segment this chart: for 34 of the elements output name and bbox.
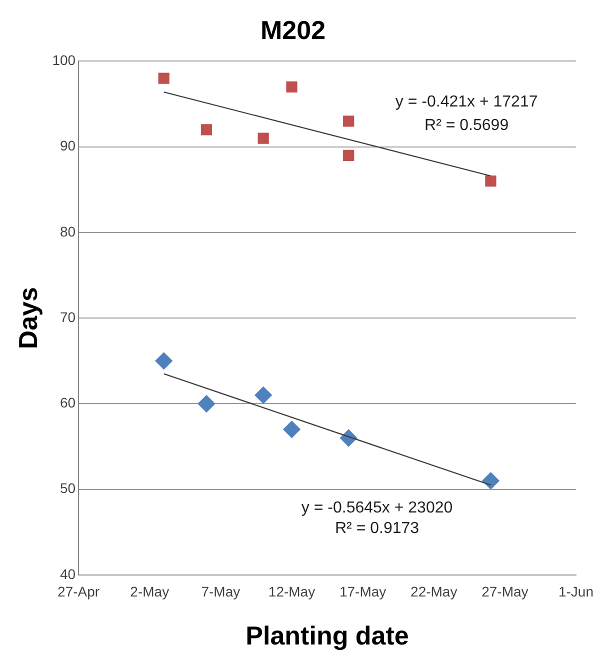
x-tick-label: 12-May — [268, 583, 316, 600]
x-tick-label: 22-May — [410, 583, 458, 600]
point — [283, 420, 300, 438]
point — [343, 116, 354, 127]
point — [198, 395, 216, 412]
annotation: y = -0.421x + 17217 — [395, 94, 538, 111]
y-tick-label: 80 — [60, 223, 76, 240]
point — [343, 150, 354, 161]
x-tick-label: 7-May — [201, 583, 240, 600]
x-tick-label: 17-May — [339, 583, 386, 600]
x-tick-label: 27-May — [482, 583, 528, 600]
annotation: y = -0.5645x + 23020 — [301, 500, 453, 517]
chart-title: M202 — [260, 14, 326, 45]
annotation: R² = 0.9173 — [334, 520, 420, 538]
point — [286, 81, 298, 92]
point — [485, 176, 496, 187]
point — [258, 132, 269, 144]
point — [158, 72, 170, 84]
x-tick-label: 1-Jun — [558, 583, 594, 600]
y-tick-label: 40 — [60, 566, 76, 582]
annotation: R² = 0.5699 — [424, 116, 509, 134]
y-tick-label: 100 — [52, 52, 76, 68]
y-tick-label: 50 — [60, 480, 76, 496]
y-tick-label: 70 — [60, 308, 76, 325]
y-tick-label: 90 — [60, 138, 76, 154]
x-axis-title: Planting date — [246, 620, 409, 651]
x-tick-label: 2-May — [130, 583, 170, 600]
point — [254, 386, 272, 404]
point — [482, 472, 500, 490]
point — [200, 124, 212, 136]
y-tick-label: 60 — [60, 394, 76, 411]
y-axis-title: Days — [12, 287, 43, 350]
point — [155, 352, 172, 370]
x-tick-label: 27-Apr — [58, 583, 100, 600]
